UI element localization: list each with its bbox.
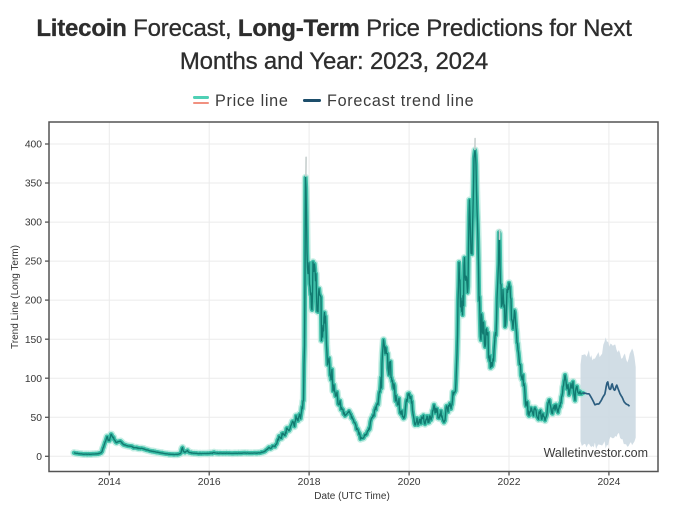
- svg-text:300: 300: [25, 218, 42, 229]
- svg-text:350: 350: [25, 179, 42, 190]
- svg-text:250: 250: [25, 257, 42, 268]
- svg-text:2024: 2024: [597, 477, 620, 488]
- svg-text:2022: 2022: [498, 477, 521, 488]
- svg-text:Date (UTC Time): Date (UTC Time): [314, 491, 390, 502]
- svg-text:2018: 2018: [298, 477, 321, 488]
- svg-text:200: 200: [25, 296, 42, 307]
- svg-text:50: 50: [31, 413, 43, 424]
- svg-text:Trend Line (Long Term): Trend Line (Long Term): [10, 245, 21, 349]
- svg-text:100: 100: [25, 374, 42, 385]
- svg-text:150: 150: [25, 335, 42, 346]
- svg-text:2016: 2016: [198, 477, 221, 488]
- svg-text:2020: 2020: [398, 477, 421, 488]
- svg-text:400: 400: [25, 140, 42, 151]
- svg-text:0: 0: [36, 452, 42, 463]
- svg-text:2014: 2014: [98, 477, 121, 488]
- svg-text:Walletinvestor.com: Walletinvestor.com: [544, 446, 648, 460]
